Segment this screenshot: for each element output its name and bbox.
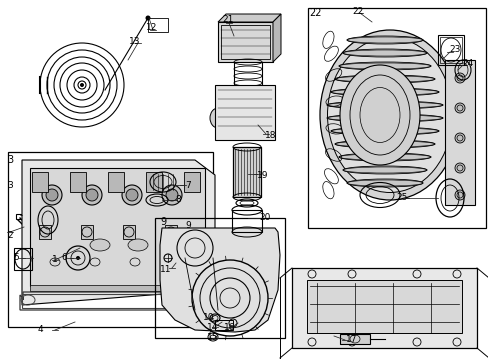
Text: 12: 12	[146, 23, 157, 32]
Bar	[32, 172, 48, 192]
Circle shape	[454, 133, 464, 143]
Bar	[30, 285, 195, 291]
Text: 24: 24	[462, 58, 473, 68]
Bar	[155, 218, 285, 338]
Ellipse shape	[90, 239, 110, 251]
Text: 14: 14	[207, 323, 218, 332]
Ellipse shape	[334, 75, 434, 83]
Bar	[215, 320, 232, 330]
Text: 2: 2	[7, 230, 13, 239]
Ellipse shape	[339, 65, 419, 165]
Bar	[16, 214, 24, 219]
Circle shape	[86, 189, 98, 201]
Bar	[218, 108, 247, 130]
Polygon shape	[291, 268, 476, 348]
Text: 3: 3	[7, 180, 13, 189]
Text: 23: 23	[448, 45, 460, 54]
Ellipse shape	[338, 62, 430, 70]
Circle shape	[162, 185, 182, 205]
Ellipse shape	[319, 30, 459, 200]
Text: 8: 8	[175, 195, 181, 204]
Bar	[444, 60, 474, 205]
Circle shape	[454, 190, 464, 200]
Ellipse shape	[209, 108, 225, 128]
Text: 22: 22	[308, 8, 321, 18]
Bar	[14, 248, 32, 270]
Bar	[437, 35, 463, 65]
Ellipse shape	[327, 37, 451, 193]
Polygon shape	[306, 280, 461, 333]
Text: 15: 15	[207, 333, 218, 342]
Text: 19: 19	[257, 171, 268, 180]
Circle shape	[454, 163, 464, 173]
Text: 3: 3	[7, 155, 13, 165]
Text: 18: 18	[264, 130, 276, 139]
Bar	[231, 210, 262, 232]
Circle shape	[454, 73, 464, 83]
Ellipse shape	[326, 114, 442, 122]
Bar	[339, 334, 369, 344]
Ellipse shape	[165, 239, 185, 251]
Circle shape	[145, 15, 150, 21]
Text: 17: 17	[346, 336, 357, 345]
Ellipse shape	[346, 36, 422, 44]
Text: 5: 5	[13, 253, 19, 262]
Bar	[307, 8, 485, 228]
Bar	[39, 225, 51, 239]
Bar	[218, 22, 272, 62]
Ellipse shape	[326, 101, 442, 109]
Text: 7: 7	[185, 181, 190, 190]
Bar	[148, 18, 168, 32]
Bar	[232, 147, 261, 197]
Bar	[30, 168, 204, 286]
Text: 4: 4	[37, 325, 43, 334]
Text: 10: 10	[203, 314, 214, 323]
Text: 9: 9	[160, 217, 166, 227]
Circle shape	[82, 185, 102, 205]
Ellipse shape	[346, 179, 422, 187]
Bar	[108, 172, 124, 192]
Bar	[22, 294, 204, 308]
Circle shape	[42, 185, 62, 205]
Text: 9: 9	[185, 220, 190, 230]
Polygon shape	[218, 14, 281, 22]
Polygon shape	[272, 14, 281, 62]
Bar	[8, 152, 213, 327]
Text: -: -	[20, 211, 22, 220]
Ellipse shape	[338, 153, 430, 161]
Circle shape	[126, 189, 138, 201]
Polygon shape	[160, 228, 280, 332]
Circle shape	[76, 256, 80, 260]
Ellipse shape	[128, 239, 148, 251]
Circle shape	[165, 189, 178, 201]
Bar	[81, 225, 93, 239]
Text: 16: 16	[224, 323, 235, 332]
Bar	[183, 172, 200, 192]
Bar	[164, 225, 177, 239]
Text: 22: 22	[352, 8, 363, 17]
Ellipse shape	[334, 140, 434, 148]
Bar	[215, 85, 274, 140]
Ellipse shape	[342, 166, 426, 174]
Ellipse shape	[330, 88, 438, 96]
Text: 11: 11	[160, 266, 171, 274]
Polygon shape	[22, 160, 215, 305]
Ellipse shape	[330, 127, 438, 135]
Bar	[439, 37, 461, 63]
Text: 1: 1	[52, 256, 58, 265]
Circle shape	[80, 83, 84, 87]
Text: 21: 21	[222, 15, 233, 24]
Circle shape	[122, 185, 142, 205]
Bar	[146, 172, 162, 192]
Bar	[70, 172, 86, 192]
Circle shape	[454, 103, 464, 113]
Circle shape	[46, 189, 58, 201]
Text: 6: 6	[61, 253, 67, 262]
Text: 13: 13	[129, 37, 141, 46]
Text: 20: 20	[259, 213, 270, 222]
Text: 25: 25	[395, 194, 407, 202]
Bar	[123, 225, 135, 239]
Bar	[221, 25, 269, 59]
Ellipse shape	[342, 49, 426, 57]
